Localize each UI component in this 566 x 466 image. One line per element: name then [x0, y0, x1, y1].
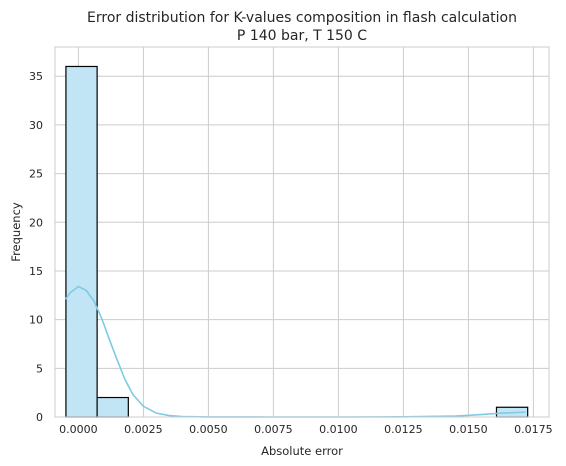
y-tick-label: 30	[29, 119, 43, 132]
y-tick-label: 15	[29, 265, 43, 278]
histogram-bar	[65, 65, 98, 418]
y-tick-label: 10	[29, 314, 43, 327]
histogram-bar	[96, 396, 129, 418]
grid	[55, 47, 549, 418]
histogram-bars	[65, 65, 529, 418]
y-tick-label: 25	[29, 168, 43, 181]
y-axis-ticks: 0 5 10 15 20 25 30 35	[29, 70, 43, 424]
x-tick-label: 0.0150	[449, 423, 488, 436]
x-tick-label: 0.0050	[189, 423, 228, 436]
x-tick-label: 0.0075	[254, 423, 293, 436]
x-axis-ticks: 0.0000 0.0025 0.0050 0.0075 0.0100 0.0125 0.01…	[59, 423, 553, 436]
y-axis-label: Frequency	[9, 202, 23, 262]
y-tick-label: 0	[36, 411, 43, 424]
x-tick-label: 0.0125	[384, 423, 423, 436]
chart-subtitle: P 140 bar, T 150 C	[237, 28, 367, 44]
x-axis-label: Absolute error	[261, 444, 343, 458]
x-tick-label: 0.0025	[124, 423, 163, 436]
chart-title: Error distribution for K-values composit…	[87, 10, 517, 26]
y-tick-label: 35	[29, 70, 43, 83]
kde-curve	[64, 285, 526, 418]
x-tick-label: 0.0100	[319, 423, 358, 436]
plot-frame	[54, 46, 550, 418]
y-tick-label: 5	[36, 362, 43, 375]
x-tick-label: 0.0000	[59, 423, 98, 436]
y-tick-label: 20	[29, 216, 43, 229]
x-tick-label: 0.0175	[514, 423, 553, 436]
